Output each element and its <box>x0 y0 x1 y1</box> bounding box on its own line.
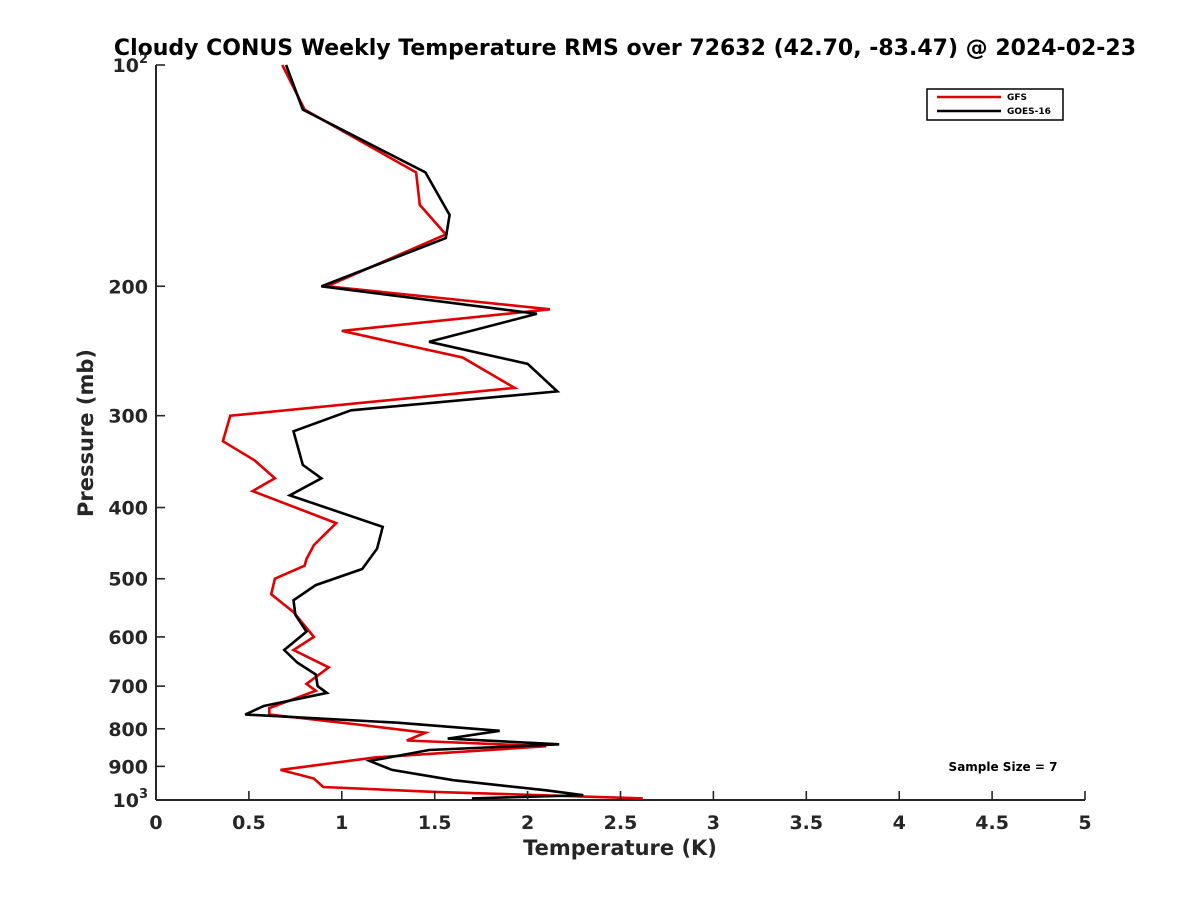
x-tick-label: 0.5 <box>232 812 266 834</box>
y-tick-label: 102 <box>113 52 149 77</box>
series-layer <box>221 64 643 800</box>
y-tick-label: 900 <box>108 756 148 778</box>
x-axis-label: Temperature (K) <box>523 836 717 860</box>
y-tick-label: 700 <box>108 676 148 698</box>
y-tick-label: 400 <box>108 498 148 520</box>
series-line-gfs <box>221 64 643 800</box>
x-tick-label: 1.5 <box>418 812 452 834</box>
x-tick-label: 0 <box>149 812 162 834</box>
x-tick-label: 5 <box>1078 812 1091 834</box>
legend-entry-label: GOES-16 <box>1007 107 1051 117</box>
legend-box <box>926 88 1064 121</box>
y-tick-label: 103 <box>113 787 149 812</box>
y-tick-label: 200 <box>108 276 148 298</box>
y-axis-ticks: 102 200 300 400 500 600 700 800 900 103 <box>108 52 165 812</box>
x-tick-label: 2 <box>521 812 534 834</box>
series-line-goes-16 <box>244 64 584 800</box>
x-tick-label: 3.5 <box>789 812 823 834</box>
x-tick-label: 4.5 <box>975 812 1009 834</box>
legend-entry-label: GFS <box>1007 93 1027 103</box>
legend: GFS GOES-16 <box>926 88 1064 121</box>
x-tick-label: 4 <box>893 812 906 834</box>
sample-size-annotation: Sample Size = 7 <box>949 760 1058 774</box>
y-tick-label: 300 <box>108 406 148 428</box>
chart-title: Cloudy CONUS Weekly Temperature RMS over… <box>114 36 1136 61</box>
x-tick-label: 1 <box>335 812 348 834</box>
y-tick-label: 600 <box>108 627 148 649</box>
y-tick-label: 800 <box>108 719 148 741</box>
y-axis-label: Pressure (mb) <box>74 349 98 517</box>
y-tick-label: 500 <box>108 569 148 591</box>
x-tick-label: 3 <box>707 812 720 834</box>
x-axis-ticks: 0 0.5 1 1.5 2 2.5 3 3.5 4 4.5 5 <box>149 791 1092 834</box>
x-tick-label: 2.5 <box>604 812 638 834</box>
